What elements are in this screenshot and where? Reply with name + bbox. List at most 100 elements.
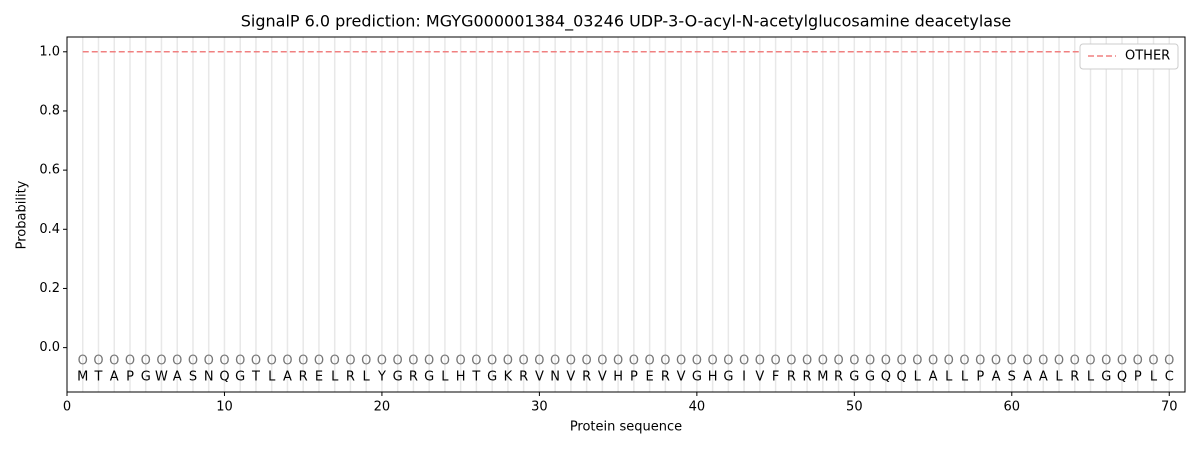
state-label: O — [865, 354, 875, 369]
residue-label: R — [519, 370, 528, 385]
state-label: O — [723, 354, 733, 369]
residue-label: F — [772, 370, 779, 385]
state-label: O — [188, 354, 198, 369]
residue-label: A — [1039, 370, 1048, 385]
state-label: O — [534, 354, 544, 369]
state-label: O — [456, 354, 466, 369]
state-label: O — [676, 354, 686, 369]
residue-label: G — [865, 370, 875, 385]
state-label: O — [818, 354, 828, 369]
state-label: O — [503, 354, 513, 369]
residue-label: G — [235, 370, 245, 385]
state-label: O — [393, 354, 403, 369]
y-tick-label: 0.2 — [39, 281, 60, 296]
residue-label: L — [945, 370, 953, 385]
residue-label: L — [914, 370, 922, 385]
residue-label: G — [849, 370, 859, 385]
residue-label: G — [692, 370, 702, 385]
state-label: O — [1022, 354, 1032, 369]
state-label: O — [141, 354, 151, 369]
state-label: O — [597, 354, 607, 369]
state-label: O — [928, 354, 938, 369]
residue-label: P — [1134, 370, 1142, 385]
residue-label: L — [441, 370, 449, 385]
residue-label: P — [976, 370, 984, 385]
residue-label: S — [1008, 370, 1016, 385]
state-label: O — [1133, 354, 1143, 369]
state-label: O — [219, 354, 229, 369]
residue-label: V — [677, 370, 686, 385]
residue-label: Y — [377, 370, 386, 385]
state-label: O — [802, 354, 812, 369]
residue-label: R — [299, 370, 308, 385]
state-label: O — [314, 354, 324, 369]
residue-label: G — [393, 370, 403, 385]
state-label: O — [1101, 354, 1111, 369]
residue-label: T — [94, 370, 103, 385]
residue-label: C — [1165, 370, 1174, 385]
residue-label: R — [409, 370, 418, 385]
x-axis-label: Protein sequence — [570, 420, 682, 435]
residue-label: G — [723, 370, 733, 385]
state-label: O — [786, 354, 796, 369]
state-label: O — [881, 354, 891, 369]
state-label: O — [1164, 354, 1174, 369]
residue-label: V — [598, 370, 607, 385]
residue-label: R — [787, 370, 796, 385]
state-label: O — [172, 354, 182, 369]
state-label: O — [156, 354, 166, 369]
residue-label: Q — [1117, 370, 1127, 385]
state-label: O — [582, 354, 592, 369]
residue-label: A — [929, 370, 938, 385]
residue-label: R — [661, 370, 670, 385]
y-tick-label: 0.6 — [39, 163, 60, 178]
residue-label: A — [992, 370, 1001, 385]
y-tick-label: 0.0 — [39, 340, 60, 355]
residue-label: E — [646, 370, 654, 385]
x-tick-label: 50 — [846, 400, 863, 415]
residue-label: T — [471, 370, 480, 385]
state-label: O — [739, 354, 749, 369]
y-axis-label: Probability — [15, 180, 30, 249]
state-label: O — [770, 354, 780, 369]
state-label: O — [93, 354, 103, 369]
residue-label: R — [1070, 370, 1079, 385]
state-label: O — [660, 354, 670, 369]
residue-label: H — [456, 370, 466, 385]
residue-label: A — [1023, 370, 1032, 385]
y-tick-label: 0.4 — [39, 222, 60, 237]
state-label: O — [519, 354, 529, 369]
state-label: O — [1054, 354, 1064, 369]
residue-label: L — [1055, 370, 1063, 385]
state-label: O — [707, 354, 717, 369]
state-label: O — [1070, 354, 1080, 369]
state-label: O — [944, 354, 954, 369]
residue-label: G — [141, 370, 151, 385]
x-tick-label: 20 — [374, 400, 391, 415]
residue-label: E — [315, 370, 323, 385]
legend-label: OTHER — [1125, 49, 1170, 64]
state-label: O — [345, 354, 355, 369]
residue-label: S — [189, 370, 197, 385]
residue-label: R — [346, 370, 355, 385]
x-tick-label: 60 — [1004, 400, 1021, 415]
residue-label: L — [331, 370, 339, 385]
residue-label: M — [77, 370, 88, 385]
residue-label: R — [582, 370, 591, 385]
residue-label: P — [630, 370, 638, 385]
state-label: O — [849, 354, 859, 369]
x-tick-label: 40 — [689, 400, 706, 415]
residue-label: G — [424, 370, 434, 385]
state-label: O — [267, 354, 277, 369]
state-label: O — [755, 354, 765, 369]
residue-label: A — [173, 370, 182, 385]
residue-label: L — [363, 370, 371, 385]
state-label: O — [975, 354, 985, 369]
state-label: O — [471, 354, 481, 369]
state-label: O — [833, 354, 843, 369]
residue-label: A — [283, 370, 292, 385]
residue-label: P — [126, 370, 134, 385]
residue-label: R — [803, 370, 812, 385]
state-label: O — [424, 354, 434, 369]
